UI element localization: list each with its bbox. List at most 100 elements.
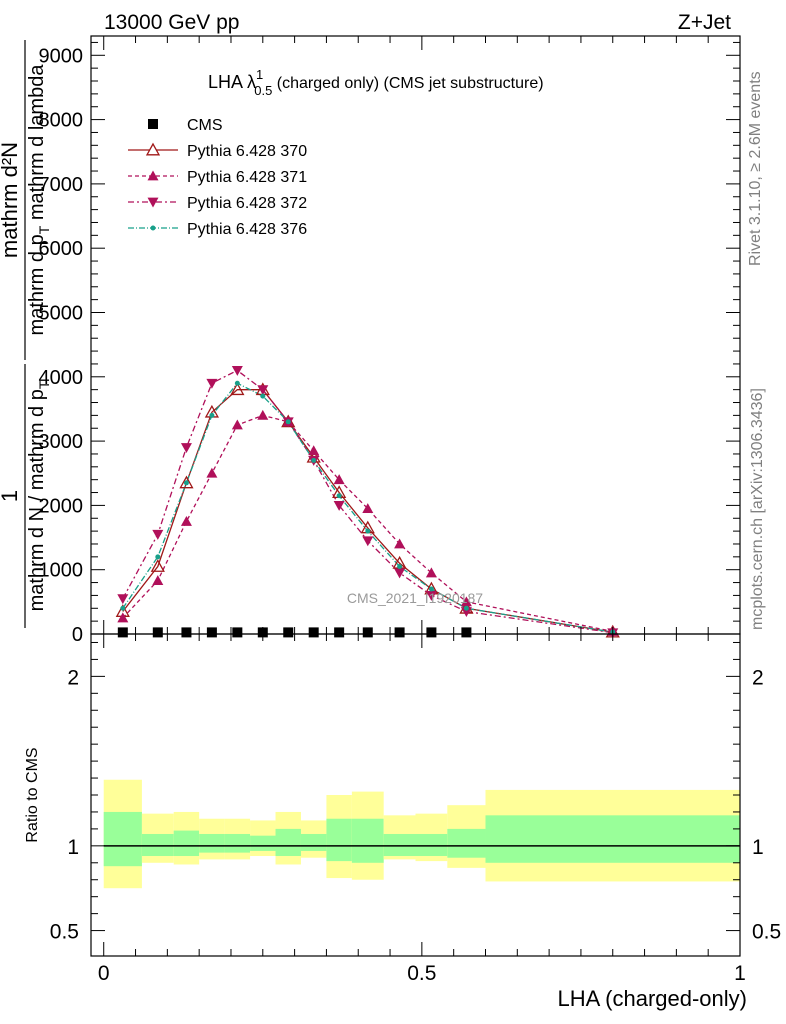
- main-ylabel: 1 mathrm d N / mathrm d pT mathrm d²N ma…: [0, 40, 52, 628]
- data-point: [362, 503, 374, 514]
- ratio-ytick-label-right: 0.5: [752, 921, 781, 944]
- legend-marker: [150, 225, 156, 231]
- data-point: [397, 563, 403, 569]
- title-rest: (charged only) (CMS jet substructure): [272, 75, 543, 92]
- ratio-band-inner: [300, 833, 327, 851]
- data-point-cms: [181, 627, 192, 638]
- legend-marker: [147, 197, 159, 208]
- data-point: [230, 382, 245, 396]
- chart-title: LHA λ1 0.5 (charged only) (CMS jet substr…: [208, 67, 544, 98]
- data-point: [155, 554, 161, 560]
- main-ytick-label: 4000: [39, 367, 84, 389]
- data-point: [428, 586, 434, 592]
- data-point: [362, 536, 374, 547]
- ratio-band-inner: [383, 833, 416, 857]
- data-point: [206, 378, 218, 389]
- ratio-band-inner: [485, 815, 740, 863]
- data-point: [460, 607, 472, 617]
- data-point: [231, 419, 243, 430]
- ratio-ytick-label: 0.5: [50, 921, 79, 944]
- data-point: [180, 515, 192, 526]
- data-point: [117, 612, 129, 623]
- data-point: [231, 365, 243, 376]
- data-point: [365, 528, 371, 534]
- legend-entry-label: Pythia 6.428 376: [187, 221, 307, 238]
- ratio-ytick-label: 2: [67, 666, 79, 689]
- data-point-cms: [117, 627, 128, 638]
- data-point: [425, 567, 437, 578]
- title-sup: 1: [256, 67, 263, 82]
- data-point: [260, 393, 266, 399]
- ratio-ytick-label-right: 2: [752, 666, 764, 689]
- data-point-cms: [426, 627, 437, 638]
- main-panel: 0 1000 2000 3000 4000 5000 6000 7000 8000 9000 CM…: [0, 35, 741, 646]
- ratio-band-inner: [103, 811, 142, 867]
- data-point: [311, 457, 317, 463]
- main-ytick-label: 3000: [39, 431, 84, 453]
- ratio-ytick-label-right: 1: [752, 836, 764, 859]
- legend: CMS Pythia 6.428 370 Pythia 6.428 371 Pythi…: [128, 117, 307, 238]
- main-ytick-label: 8000: [39, 110, 84, 132]
- data-point: [183, 480, 189, 486]
- ylabel-num: mathrm d²N: [0, 142, 22, 258]
- side-note-bottom: mcplots.cern.ch [arXiv:1306.3436]: [749, 388, 766, 630]
- ylabel-lhs-num: 1: [0, 490, 22, 502]
- data-point: [206, 467, 218, 478]
- header-left: 13000 GeV pp: [104, 11, 239, 34]
- side-note-top: Rivet 3.1.10, ≥ 2.6M events: [747, 71, 764, 266]
- x-axis-label: LHA (charged-only): [557, 986, 747, 1011]
- main-ytick-label: 6000: [39, 238, 84, 260]
- ratio-panel: 0.5 0.5 1 1 2 2 0 0.5 1 Ratio to CMS LHA (charge…: [24, 633, 781, 1011]
- data-point-cms: [308, 627, 319, 638]
- header-right: Z+Jet: [678, 11, 731, 34]
- data-point: [150, 559, 165, 572]
- ratio-xtick-label: 1: [734, 962, 746, 985]
- legend-marker: [147, 170, 159, 181]
- ratio-ytick-label: 1: [67, 836, 79, 859]
- data-point-cms: [394, 627, 405, 638]
- main-ytick-label: 9000: [39, 45, 84, 67]
- legend-entry-label: CMS: [187, 117, 223, 134]
- data-point-cms: [206, 627, 217, 638]
- ylabel-lhs-den: mathrm d N / mathrm d pT: [26, 380, 52, 611]
- data-point: [152, 529, 164, 540]
- data-point: [463, 605, 469, 611]
- data-point: [120, 605, 126, 611]
- main-ytick-label: 5000: [39, 302, 84, 324]
- ratio-xtick-label: 0.5: [407, 962, 436, 985]
- data-point: [394, 538, 406, 549]
- ylabel-lhs-den-sub: T: [36, 380, 52, 389]
- data-point-cms: [461, 627, 472, 638]
- data-point: [333, 474, 345, 485]
- ylabel-den-sub: T: [36, 225, 52, 234]
- ratio-band-inner: [415, 833, 448, 857]
- data-point: [257, 409, 269, 420]
- main-ytick-label: 1000: [39, 560, 84, 582]
- data-point-cms: [283, 627, 294, 638]
- data-point: [209, 412, 215, 418]
- data-point: [234, 380, 240, 386]
- data-point-cms: [152, 627, 163, 638]
- legend-entry-label: Pythia 6.428 372: [187, 195, 307, 212]
- series-line: [122, 382, 613, 633]
- data-point: [394, 568, 406, 579]
- ratio-band-inner: [224, 833, 251, 853]
- legend-marker: [145, 142, 161, 156]
- ratio-band-inner: [199, 833, 225, 853]
- data-point: [285, 419, 291, 425]
- data-point: [180, 443, 192, 454]
- ratio-xtick-label: 0: [98, 962, 110, 985]
- data-point: [117, 594, 129, 605]
- ratio-band-inner: [326, 818, 352, 862]
- data-point-cms: [362, 627, 373, 638]
- legend-entry-label: Pythia 6.428 371: [187, 169, 307, 186]
- title-main: LHA λ: [208, 72, 256, 92]
- data-point: [257, 385, 269, 396]
- ratio-ylabel: Ratio to CMS: [24, 747, 41, 842]
- data-point: [179, 475, 194, 489]
- legend-marker-cms: [148, 119, 158, 129]
- ratio-band-inner: [141, 833, 174, 857]
- ylabel-den-rest: mathrm d lambda: [26, 64, 48, 226]
- main-ytick-label: 0: [72, 624, 83, 646]
